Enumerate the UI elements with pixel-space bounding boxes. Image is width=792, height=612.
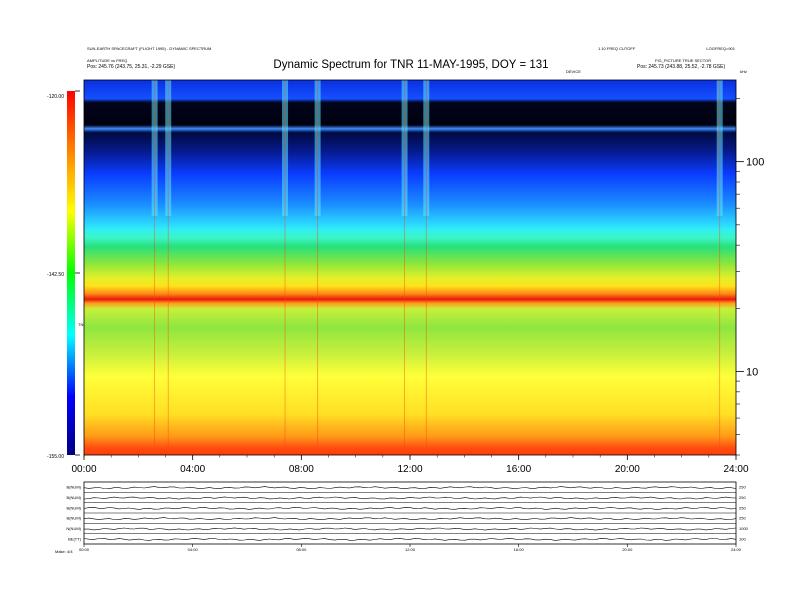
bottom-row-value-0: 250 bbox=[739, 485, 746, 490]
y-tick-label-1: 10 bbox=[746, 366, 758, 378]
freq-unit-label: kHz bbox=[740, 69, 747, 74]
bottom-row-value-5: 100 bbox=[739, 536, 746, 541]
bottom-row-trace-5 bbox=[83, 537, 737, 541]
bottom-x-tick-label-0: 00:00 bbox=[79, 547, 90, 552]
colorbar-tick-max: -120.00 bbox=[47, 94, 64, 100]
bottom-x-tick-label-1: 04:00 bbox=[188, 547, 199, 552]
bottom-x-tick-label-4: 16:00 bbox=[514, 547, 525, 552]
x-tick-label-6: 24:00 bbox=[723, 464, 748, 475]
x-axis: 00:00 04:00 08:00 12:00 16:00 20:00 24:00 bbox=[71, 455, 749, 475]
x-tick-label-3: 12:00 bbox=[397, 464, 422, 475]
colorbar bbox=[67, 91, 75, 455]
bottom-row-value-1: 250 bbox=[739, 495, 746, 500]
spectrogram-background bbox=[84, 80, 736, 455]
colorbar-label: TNR bbox=[78, 322, 86, 327]
bottom-row-label-4: N(NUM) bbox=[66, 526, 81, 531]
bottom-row-trace-2 bbox=[83, 506, 737, 510]
header-left-line1: SUN-EARTH SPACECRAFT (FLIGHT 1995) - DYN… bbox=[87, 46, 211, 51]
x-tick-label-1: 04:00 bbox=[180, 464, 205, 475]
bottom-row-value-3: 250 bbox=[739, 516, 746, 521]
y-axis: 100 10 bbox=[736, 98, 764, 456]
chart-title: Dynamic Spectrum for TNR 11-MAY-1995, DO… bbox=[273, 59, 548, 71]
bottom-row-trace-0 bbox=[83, 486, 737, 490]
bottom-x-tick-label-6: 24:00 bbox=[731, 547, 742, 552]
y-tick-label-0: 100 bbox=[746, 157, 764, 169]
x-tick-label-2: 08:00 bbox=[289, 464, 314, 475]
header-right-corner: LOGFREQ=901 bbox=[706, 46, 735, 51]
bottom-row-label-2: B(NUM) bbox=[67, 505, 82, 510]
header-right-line1: 1.10 FREQ CUTOFF bbox=[598, 46, 636, 51]
bottom-x-tick-label-2: 08:00 bbox=[296, 547, 307, 552]
x-tick-label-4: 16:00 bbox=[506, 464, 531, 475]
bottom-panel: B(NUM) 250 B(NUM) 250 B(NUM) 250 B(NUM) 250 N(NU… bbox=[66, 481, 749, 552]
colorbar-tick-min: -155.00 bbox=[47, 454, 64, 460]
bottom-row-label-5: BE(TT) bbox=[68, 536, 82, 541]
header-left-line3: Pos: 245.76 (243.75, 25.31, -2.29 GSE) bbox=[87, 64, 175, 70]
bottom-x-tick-label-5: 20:00 bbox=[622, 547, 633, 552]
colorbar-tick-mid: -142.50 bbox=[47, 272, 64, 278]
spectrogram bbox=[83, 79, 737, 456]
header-right-line2: FIG_PICTURE TRUE SECTOR bbox=[655, 58, 711, 63]
x-tick-label-0: 00:00 bbox=[71, 464, 96, 475]
bottom-row-value-4: 1000 bbox=[739, 526, 749, 531]
header-mid-small: DEVICE bbox=[566, 69, 581, 74]
x-tick-label-5: 20:00 bbox=[615, 464, 640, 475]
bottom-row-label-0: B(NUM) bbox=[67, 485, 82, 490]
bottom-row-label-1: B(NUM) bbox=[67, 495, 82, 500]
bottom-row-trace-1 bbox=[83, 496, 737, 500]
bottom-row-trace-3 bbox=[83, 517, 737, 521]
bottom-footer-label: Make: 4/4 bbox=[55, 549, 73, 554]
header-right-line3: Pos: 245.73 (243.88, 25.52, -2.78 GSE) bbox=[637, 64, 725, 70]
bottom-x-tick-label-3: 12:00 bbox=[405, 547, 416, 552]
bottom-row-trace-4 bbox=[84, 527, 737, 531]
spectrogram-bursts bbox=[151, 80, 723, 455]
bottom-row-value-2: 250 bbox=[739, 505, 746, 510]
bottom-row-label-3: B(NUM) bbox=[67, 516, 82, 521]
header-left-line2: AMPLITUDE vs FREQ bbox=[87, 58, 127, 63]
